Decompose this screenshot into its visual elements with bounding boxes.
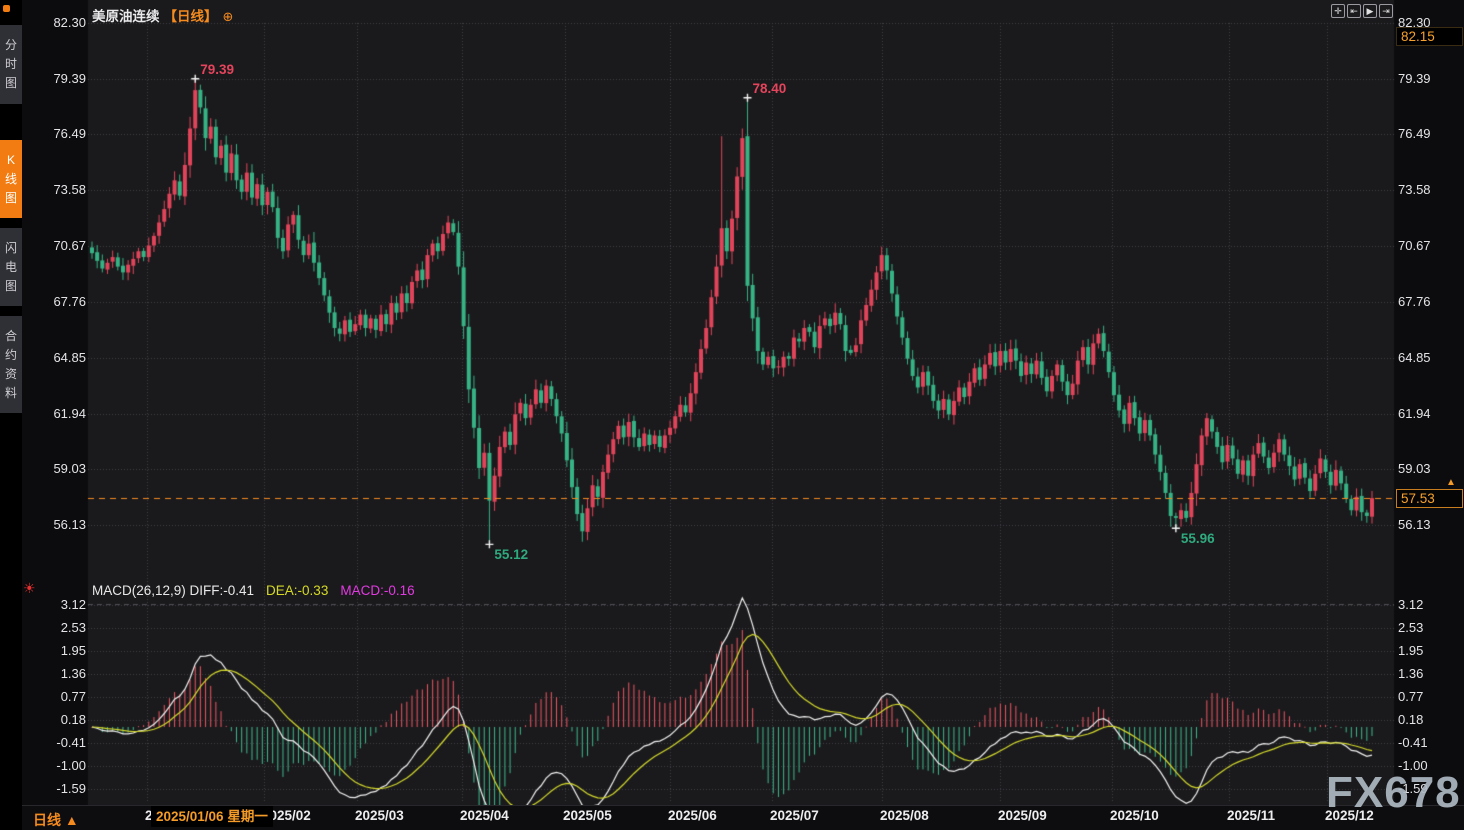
- macd-axis-label: 0.18: [1398, 711, 1424, 727]
- sidebar-tab-3[interactable]: 闪电图: [0, 228, 22, 306]
- chart-title-bar: 美原油连续 【日线】 ⊕: [92, 5, 233, 25]
- date-axis-label: 2025/07: [770, 808, 819, 823]
- crosshair-date-tooltip: 2025/01/06 星期一: [151, 806, 273, 827]
- price-axis-label: 61.94: [53, 405, 86, 421]
- goto-latest-icon[interactable]: ⇥: [1379, 4, 1393, 18]
- macd-axis-label: -0.41: [1398, 734, 1428, 750]
- price-axis-label: 73.58: [53, 182, 86, 198]
- chart-settings-icon[interactable]: ⊕: [222, 9, 234, 24]
- sidebar-tab-label: 分时图: [4, 38, 17, 90]
- sidebar-tab-4[interactable]: 合约资料: [0, 316, 22, 413]
- pan-icon[interactable]: ✛: [1331, 4, 1345, 18]
- price-axis-label: 79.39: [53, 70, 86, 86]
- macd-dea-value: DEA:-0.33: [266, 583, 329, 598]
- sidebar-tab-label: K线图: [4, 152, 17, 205]
- macd-settings-icon[interactable]: ☀: [23, 580, 36, 596]
- macd-axis-label: 1.36: [1398, 665, 1424, 681]
- chart-toolbar: ✛ ⇤ ▶ ⇥: [1331, 4, 1393, 18]
- app-logo-dot: [3, 5, 10, 12]
- auto-scale-icon[interactable]: ▶: [1363, 4, 1377, 18]
- date-axis-label: 2025/05: [563, 808, 612, 823]
- sidebar-tab-label: 合约资料: [4, 328, 17, 400]
- price-axis-label: 59.03: [1398, 461, 1431, 477]
- price-annotation-low: 55.96: [1180, 531, 1215, 547]
- macd-axis-label: -1.00: [56, 758, 86, 773]
- date-axis-label: 2025/12: [1325, 808, 1374, 823]
- date-axis-label: 2025/10: [1110, 808, 1159, 823]
- macd-axis-label: 3.12: [1398, 597, 1424, 613]
- date-axis-label: 2025/02: [262, 808, 311, 823]
- price-axis-label: 67.76: [53, 293, 86, 309]
- macd-axis-label: 0.18: [60, 711, 86, 727]
- period-tag: 【日线】: [163, 9, 218, 24]
- sidebar: 分时图 K线图闪电图合约资料: [0, 0, 22, 830]
- price-annotation-high: 78.40: [752, 80, 787, 96]
- sidebar-tab-2[interactable]: K线图: [0, 140, 22, 218]
- sidebar-tab-label: 闪电图: [4, 240, 17, 293]
- date-axis-label: 2025/11: [1227, 808, 1276, 823]
- date-axis-label: 2025/04: [460, 808, 509, 823]
- price-axis-label: 70.67: [53, 238, 86, 254]
- macd-axis-label: 1.36: [60, 665, 86, 681]
- macd-axis-label: 0.77: [60, 688, 86, 704]
- latest-price-arrow-icon[interactable]: ▲: [1446, 477, 1456, 488]
- price-axis-label: 56.13: [1398, 517, 1431, 532]
- price-axis-label: 61.94: [1398, 405, 1431, 421]
- price-annotation-high: 79.39: [200, 61, 235, 77]
- macd-axis-label: -1.00: [1398, 758, 1428, 773]
- macd-axis-label: 1.95: [60, 642, 86, 658]
- current-price-label: 57.53: [1396, 489, 1463, 508]
- price-axis-label: 70.67: [1398, 238, 1431, 254]
- date-axis-label: 2025/09: [998, 808, 1047, 823]
- price-axis-label: 56.13: [53, 517, 86, 532]
- watermark: FX678: [1326, 768, 1461, 817]
- price-axis-label: 82.30: [1398, 15, 1431, 30]
- price-axis-label: 67.76: [1398, 293, 1431, 309]
- macd-axis-label: 0.77: [1398, 688, 1424, 704]
- date-axis-label: 2025/03: [355, 808, 404, 823]
- price-axis-label: 76.49: [1398, 126, 1431, 142]
- macd-axis-label: -0.41: [56, 734, 86, 750]
- macd-axis-label: 1.95: [1398, 642, 1424, 658]
- visible-high-label: 82.15: [1396, 27, 1463, 46]
- macd-header: MACD(26,12,9) DIFF:-0.41 DEA:-0.33 MACD:-0…: [92, 583, 415, 598]
- macd-macd-value: MACD:-0.16: [340, 583, 415, 598]
- price-axis-label: 64.85: [53, 349, 86, 365]
- macd-axis-label: 3.12: [60, 597, 86, 613]
- symbol-name: 美原油连续: [92, 9, 160, 24]
- macd-axis-label: 2.53: [1398, 620, 1424, 636]
- price-axis-label: 64.85: [1398, 349, 1431, 365]
- macd-params-diff: MACD(26,12,9) DIFF:-0.41: [92, 583, 255, 598]
- macd-axis-label: -1.59: [1398, 781, 1428, 796]
- price-annotation-low: 55.12: [494, 547, 529, 563]
- price-axis-label: 59.03: [53, 461, 86, 477]
- date-axis-label: 2025/06: [668, 808, 717, 823]
- price-axis-label: 82.30: [53, 15, 86, 30]
- date-axis-label: 2025/08: [880, 808, 929, 823]
- macd-axis-label: -1.59: [56, 781, 86, 796]
- price-axis-label: 76.49: [53, 126, 86, 142]
- sidebar-tab-1[interactable]: 分时图: [0, 25, 22, 104]
- macd-axis-label: 2.53: [60, 620, 86, 636]
- price-axis-label: 79.39: [1398, 70, 1431, 86]
- price-axis-label: 73.58: [1398, 182, 1431, 198]
- zoom-reset-icon[interactable]: ⇤: [1347, 4, 1361, 18]
- period-indicator[interactable]: 日线 ▲: [33, 812, 79, 828]
